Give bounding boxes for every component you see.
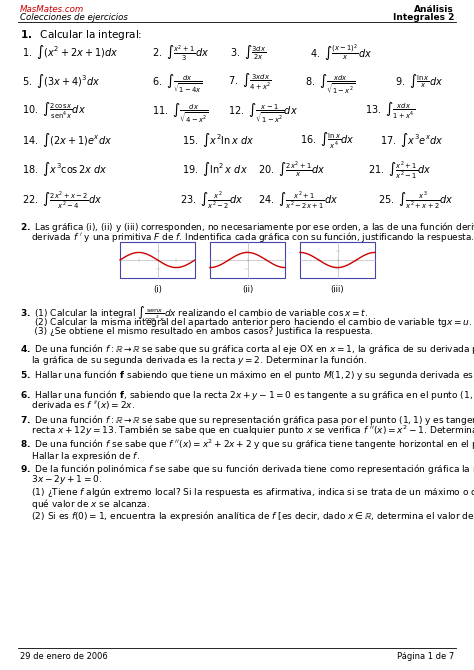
Text: Página 1 de 7: Página 1 de 7 [397, 652, 454, 661]
Text: (2) Calcular la misma integral del apartado anterior pero haciendo el cambio de : (2) Calcular la misma integral del apart… [20, 316, 472, 329]
Text: Colecciones de ejercicios: Colecciones de ejercicios [20, 13, 128, 22]
Text: $\mathbf{1.}$  Calcular la integral:: $\mathbf{1.}$ Calcular la integral: [20, 28, 142, 42]
Text: $20.\ \int\frac{2x^2+1}{x}dx$: $20.\ \int\frac{2x^2+1}{x}dx$ [258, 160, 326, 179]
Text: $14.\ \int(2x+1)e^x dx$: $14.\ \int(2x+1)e^x dx$ [22, 131, 112, 149]
Text: $11.\ \int\frac{dx}{\sqrt{4-x^2}}$: $11.\ \int\frac{dx}{\sqrt{4-x^2}}$ [152, 101, 209, 125]
Text: $18.\ \int x^3\cos 2x\ dx$: $18.\ \int x^3\cos 2x\ dx$ [22, 160, 108, 178]
Text: (iii): (iii) [331, 285, 344, 294]
Text: $19.\ \int \ln^2 x\ dx$: $19.\ \int \ln^2 x\ dx$ [182, 160, 248, 178]
Text: $21.\ \int\frac{x^2+1}{x^2-1}dx$: $21.\ \int\frac{x^2+1}{x^2-1}dx$ [368, 160, 431, 181]
Text: Análisis: Análisis [414, 5, 454, 14]
Text: $3x-2y+1 = 0$.: $3x-2y+1 = 0$. [20, 473, 102, 486]
Text: $15.\ \int x^2\ln x\ dx$: $15.\ \int x^2\ln x\ dx$ [182, 131, 254, 149]
Text: $23.\ \int\frac{x^2}{x^2-2}dx$: $23.\ \int\frac{x^2}{x^2-2}dx$ [180, 190, 243, 211]
Text: Hallar la expresión de $f$.: Hallar la expresión de $f$. [20, 449, 140, 463]
Text: $22.\ \int\frac{2x^2+x-2}{x^2-4}dx$: $22.\ \int\frac{2x^2+x-2}{x^2-4}dx$ [22, 190, 102, 211]
Text: la gráfica de su segunda derivada es la recta $y = 2$. Determinar la función.: la gráfica de su segunda derivada es la … [20, 353, 367, 367]
Text: $\mathbf{6.}$ Hallar una función $\mathbf{f}$, sabiendo que la recta $2x+y-1 = 0: $\mathbf{6.}$ Hallar una función $\mathb… [20, 388, 474, 402]
Bar [210, 242, 285, 278]
Text: derivada $f\ '$ y una primitiva $F$ de $f$. Indentifica cada gráfica con su func: derivada $f\ '$ y una primitiva $F$ de $… [20, 230, 474, 244]
Text: $3.\ \int\frac{3dx}{2x}$: $3.\ \int\frac{3dx}{2x}$ [230, 43, 266, 62]
Text: (1) ¿Tiene $f$ algún extremo local? Si la respuesta es afirmativa, indica si se : (1) ¿Tiene $f$ algún extremo local? Si l… [20, 486, 474, 499]
Text: $7.\ \int\frac{3xdx}{4+x^2}$: $7.\ \int\frac{3xdx}{4+x^2}$ [228, 72, 272, 92]
Text: $\mathbf{4.}$ De una función $f:\mathbb{R}\rightarrow\mathbb{R}$ se sabe que su : $\mathbf{4.}$ De una función $f:\mathbb{… [20, 342, 474, 356]
Text: MasMates.com: MasMates.com [20, 5, 84, 14]
Text: $5.\ \int(3x+4)^3dx$: $5.\ \int(3x+4)^3dx$ [22, 72, 100, 90]
Text: $\mathbf{2.}$ Las gráfica (i), (ii) y (iii) corresponden, no necesariamente por : $\mathbf{2.}$ Las gráfica (i), (ii) y (i… [20, 220, 474, 234]
Text: $16.\ \int\frac{\ln x}{x^4}dx$: $16.\ \int\frac{\ln x}{x^4}dx$ [300, 131, 355, 151]
Bar [120, 242, 195, 278]
Text: $6.\ \int\frac{dx}{\sqrt{1-4x}}$: $6.\ \int\frac{dx}{\sqrt{1-4x}}$ [152, 72, 202, 94]
Text: $\mathbf{9.}$ De la función polinómica $f$ se sabe que su función derivada tiene: $\mathbf{9.}$ De la función polinómica $… [20, 462, 474, 476]
Text: (2) Si es $f(0) = 1$, encuentra la expresión analítica de $f$ [es decir, dado $x: (2) Si es $f(0) = 1$, encuentra la expre… [20, 509, 474, 523]
Text: $17.\ \int x^3 e^x dx$: $17.\ \int x^3 e^x dx$ [380, 131, 444, 149]
Bar [300, 242, 375, 278]
Text: $8.\ \int\frac{xdx}{\sqrt{1-x^2}}$: $8.\ \int\frac{xdx}{\sqrt{1-x^2}}$ [305, 72, 356, 96]
Text: (ii): (ii) [242, 285, 253, 294]
Text: $\mathbf{3.}$ (1) Calcular la integral $\int\frac{\mathrm{sen}x}{\cos^2 x}dx$ re: $\mathbf{3.}$ (1) Calcular la integral $… [20, 305, 368, 324]
Text: 29 de enero de 2006: 29 de enero de 2006 [20, 652, 108, 661]
Text: $13.\ \int\frac{xdx}{1+x^4}$: $13.\ \int\frac{xdx}{1+x^4}$ [365, 101, 415, 121]
Text: qué valor de $x$ se alcanza.: qué valor de $x$ se alcanza. [20, 497, 150, 511]
Text: Integrales 2: Integrales 2 [392, 13, 454, 22]
Text: recta $x+12y = 13$. También se sabe que en cualquier punto $x$ se verifica $f\ ': recta $x+12y = 13$. También se sabe que … [20, 424, 474, 438]
Text: $25.\ \int\frac{x^3}{x^2+x+2}dx$: $25.\ \int\frac{x^3}{x^2+x+2}dx$ [378, 190, 454, 211]
Text: $9.\ \int\frac{\ln x}{x}dx$: $9.\ \int\frac{\ln x}{x}dx$ [395, 72, 443, 90]
Text: $1.\ \int(x^2+2x+1)dx$: $1.\ \int(x^2+2x+1)dx$ [22, 43, 118, 61]
Text: $12.\ \int\frac{x-1}{\sqrt{1-x^2}}dx$: $12.\ \int\frac{x-1}{\sqrt{1-x^2}}dx$ [228, 101, 298, 125]
Text: $\mathbf{8.}$ De una función $f$ se sabe que $f\ ''(x) = x^2+2x+2$ y que su gráf: $\mathbf{8.}$ De una función $f$ se sabe… [20, 438, 474, 452]
Text: derivada es $f\ ''(x) = 2x$.: derivada es $f\ ''(x) = 2x$. [20, 399, 135, 411]
Text: (i): (i) [153, 285, 162, 294]
Text: $4.\ \int\frac{(x-1)^2}{x}dx$: $4.\ \int\frac{(x-1)^2}{x}dx$ [310, 43, 372, 63]
Text: $10.\ \int\frac{2\cos x}{\mathrm{sen}^4 x}dx$: $10.\ \int\frac{2\cos x}{\mathrm{sen}^4 … [22, 101, 86, 121]
Text: $\mathbf{5.}$ Hallar una función $\mathbf{f}$ sabiendo que tiene un máximo en el: $\mathbf{5.}$ Hallar una función $\mathb… [20, 368, 474, 382]
Text: $2.\ \int\frac{x^2+1}{3}dx$: $2.\ \int\frac{x^2+1}{3}dx$ [152, 43, 209, 63]
Text: (3) ¿Se obtiene el mismo resultado en ambos casos? Justifica la respuesta.: (3) ¿Se obtiene el mismo resultado en am… [20, 327, 373, 336]
Text: $24.\ \int\frac{x^2+1}{x^2-2x+1}dx$: $24.\ \int\frac{x^2+1}{x^2-2x+1}dx$ [258, 190, 338, 211]
Text: $\mathbf{7.}$ De una función $f:\mathbb{R}\rightarrow\mathbb{R}$ se sabe que su : $\mathbf{7.}$ De una función $f:\mathbb{… [20, 413, 474, 427]
